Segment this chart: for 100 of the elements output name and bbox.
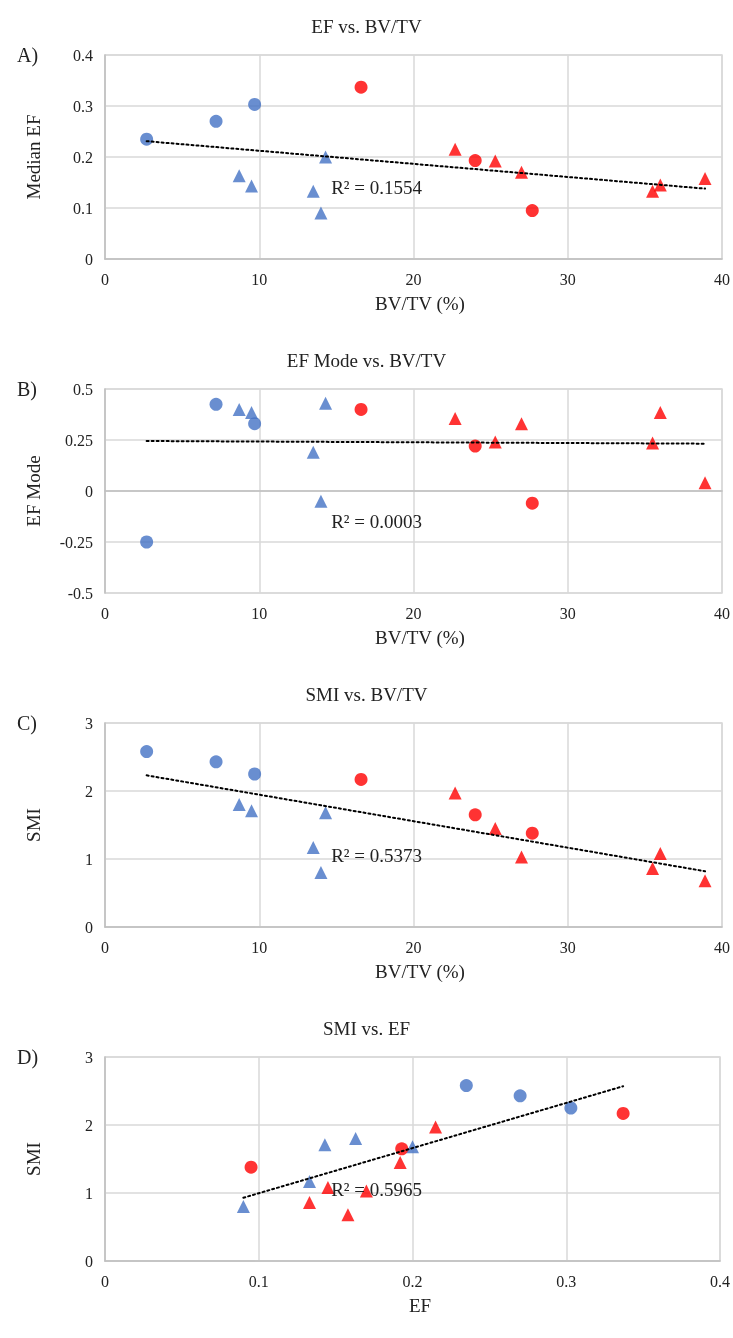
point [653,178,667,192]
y-tick-label: 3 [85,714,93,732]
x-tick-label: 40 [714,604,730,622]
x-tick-label: 10 [251,270,268,288]
point [319,396,333,410]
point [393,1155,407,1169]
point [468,808,482,822]
y-axis-title: Median EF [23,114,44,200]
annotation: R² = 0.5373 [331,845,423,867]
point [209,397,223,411]
point [244,1160,258,1174]
x-tick-label: 0 [101,1272,109,1290]
point [653,847,667,861]
y-axis-title: SMI [23,1142,44,1176]
x-tick-label: 0.2 [402,1272,423,1290]
x-tick-label: 30 [559,938,576,956]
point [209,755,223,769]
y-tick-label: 0.1 [73,199,93,217]
point [314,866,328,880]
x-axis-title: BV/TV (%) [375,627,465,649]
point [513,1089,527,1103]
point [488,154,502,168]
point [698,874,712,888]
x-tick-label: 30 [559,604,576,622]
y-tick-label: 1 [85,850,93,868]
point [448,142,462,156]
point [245,405,259,419]
y-tick-label: 0.3 [73,97,93,115]
x-tick-label: 0.1 [248,1272,269,1290]
x-axis-title: BV/TV (%) [375,293,465,315]
point [245,804,259,818]
point [319,150,333,164]
text: A) [17,44,39,67]
point [140,132,154,146]
point [525,826,539,840]
point [314,494,328,508]
point [209,114,223,128]
y-tick-label: 0 [85,1252,93,1270]
point [448,412,462,426]
point [514,850,528,864]
point [245,179,259,193]
x-tick-label: 0.4 [710,1272,730,1290]
point [564,1101,578,1115]
x-tick-label: 10 [251,938,268,956]
y-tick-label: 0 [85,482,93,500]
point [698,171,712,185]
x-tick-label: 0 [101,270,109,288]
x-tick-label: 20 [405,604,422,622]
x-axis-title: BV/TV (%) [375,961,465,983]
point [653,405,667,419]
text: C) [17,712,37,735]
y-tick-label: -0.5 [67,584,93,602]
point [302,1196,316,1210]
point [341,1208,355,1222]
point [306,840,320,854]
point [236,1200,250,1214]
point [646,184,660,198]
point [140,535,154,549]
point [314,206,328,220]
point [514,417,528,431]
point [525,204,539,218]
point [429,1120,443,1134]
chart-title: EF Mode vs. BV/TV [286,350,447,371]
x-axis-title: EF [408,1295,432,1316]
y-tick-label: 0.2 [73,148,93,166]
point [248,417,262,431]
y-tick-label: 0.25 [65,431,93,449]
point [354,80,368,94]
chart-title: EF vs. BV/TV [311,16,422,37]
y-tick-label: 2 [85,1116,93,1134]
point [349,1132,363,1146]
x-tick-label: 0.3 [556,1272,577,1290]
point [306,184,320,198]
point [232,402,246,416]
point [232,798,246,812]
chart-title: SMI vs. EF [322,1018,411,1039]
text: B) [17,378,37,401]
y-tick-label: 0.4 [73,46,93,64]
point [468,154,482,168]
x-tick-label: 40 [714,938,730,956]
point [525,496,539,510]
point [354,772,368,786]
point [306,445,320,459]
y-tick-label: 0 [85,250,93,268]
point [232,169,246,183]
x-tick-label: 40 [714,270,730,288]
point [646,862,660,876]
x-tick-label: 20 [405,270,422,288]
y-tick-label: 1 [85,1184,93,1202]
annotation: R² = 0.5965 [331,1179,423,1201]
point [302,1174,316,1188]
chart-title: SMI vs. BV/TV [305,684,428,705]
y-tick-label: 3 [85,1048,93,1066]
point [140,745,154,759]
point [248,767,262,781]
point [248,97,262,111]
x-tick-label: 10 [251,604,268,622]
y-axis-title: EF Mode [23,455,44,527]
point [319,806,333,820]
y-tick-label: 0 [85,918,93,936]
